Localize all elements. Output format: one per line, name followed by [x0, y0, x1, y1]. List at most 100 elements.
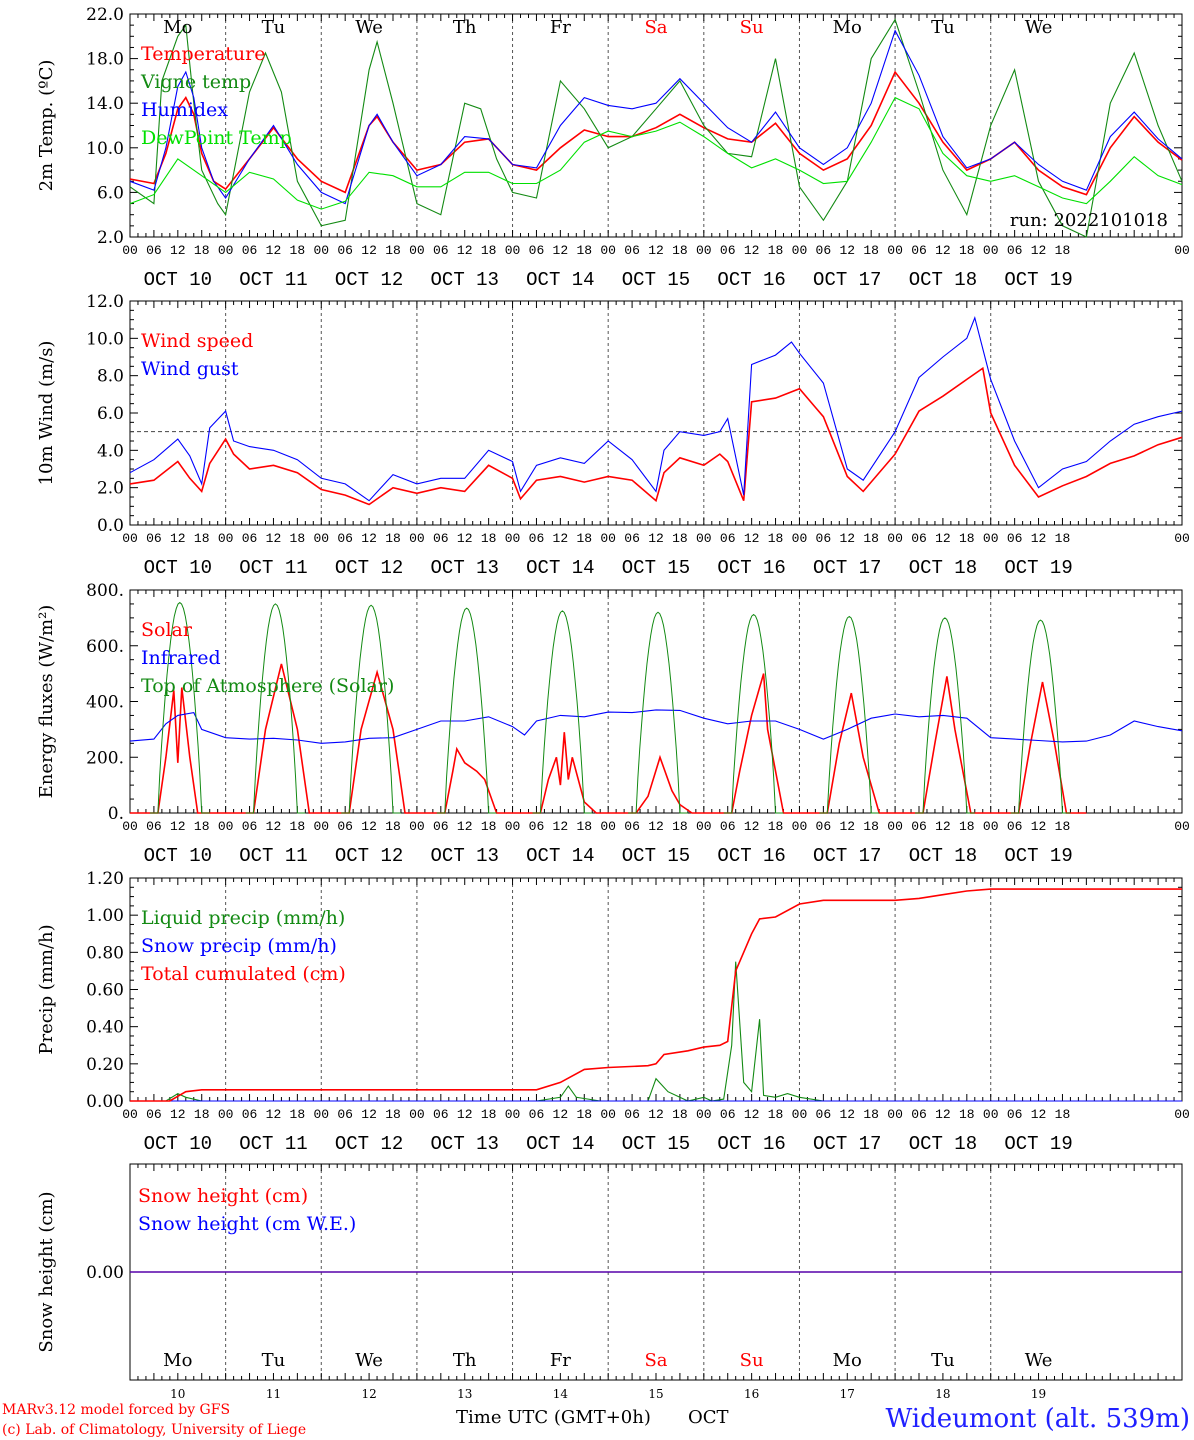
x-hour-label: 18 [672, 819, 688, 834]
x-hour-label: 00 [887, 1107, 903, 1122]
x-hour-label: 18 [672, 531, 688, 546]
y-tick-label: 0.40 [86, 1018, 124, 1038]
x-hour-label: 12 [361, 531, 377, 546]
weekday-label: Th [453, 1350, 477, 1371]
x-hour-label: 00 [409, 819, 425, 834]
legend-entry: Liquid precip (mm/h) [141, 907, 345, 929]
x-hour-label: 18 [481, 819, 497, 834]
x-hour-label: 06 [433, 819, 449, 834]
x-date-label: OCT 11 [239, 557, 307, 579]
legend-entry: Solar [141, 619, 193, 641]
legend-entry: Infrared [141, 647, 221, 669]
x-hour-label: 12 [553, 531, 569, 546]
x-hour-label: 06 [337, 243, 353, 258]
x-hour-label: 00 [696, 1107, 712, 1122]
x-day-number: 17 [840, 1387, 855, 1401]
x-hour-label: 06 [720, 1107, 736, 1122]
x-hour-label: 18 [959, 531, 975, 546]
weekday-label: Mo [833, 17, 862, 38]
x-hour-label: 12 [361, 1107, 377, 1122]
x-hour-label: 12 [935, 819, 951, 834]
x-hour-label: 00 [600, 243, 616, 258]
weekday-label: Sa [644, 1350, 667, 1371]
x-hour-label: 00 [600, 531, 616, 546]
x-hour-label: 18 [385, 243, 401, 258]
x-hour-label: 00 [218, 819, 234, 834]
weekday-label: Su [740, 1350, 764, 1371]
x-hour-label: 12 [266, 819, 282, 834]
x-hour-label: 06 [720, 531, 736, 546]
x-hour-label: 06 [146, 819, 162, 834]
weekday-label: We [1025, 1350, 1053, 1371]
x-hour-label: 18 [1055, 243, 1071, 258]
x-hour-label: 06 [624, 531, 640, 546]
x-hour-label: 00 [313, 531, 329, 546]
y-tick-label: 0.60 [86, 981, 124, 1001]
weekday-label: Tu [931, 17, 955, 38]
x-day-number: 15 [648, 1387, 663, 1401]
y-axis-title: 2m Temp. (ºC) [36, 60, 57, 192]
x-hour-label: 06 [337, 819, 353, 834]
panels: 2.0 6.0 10.0 14.0 18.0 22.0 2m Temp. (ºC) Tempe… [36, 5, 1190, 1401]
x-hour-label: 12 [839, 531, 855, 546]
legend-entry: Humidex [141, 99, 228, 121]
x-hour-label: 12 [170, 531, 186, 546]
x-hour-label: 18 [863, 531, 879, 546]
x-hour-label: 00 [505, 1107, 521, 1122]
x-date-label: OCT 18 [909, 557, 977, 579]
x-hour-label: 00 [313, 1107, 329, 1122]
y-tick-label: 0.00 [86, 1092, 124, 1112]
y-tick-label: 10.0 [86, 329, 124, 349]
x-date-label: OCT 13 [431, 269, 499, 291]
weekday-label: Mo [163, 1350, 192, 1371]
x-hour-label: 00 [696, 531, 712, 546]
x-date-label: OCT 16 [717, 557, 785, 579]
x-date-label: OCT 18 [909, 1133, 977, 1155]
x-hour-label: 12 [648, 819, 664, 834]
x-hour-label: 00 [122, 531, 138, 546]
weekday-label: We [355, 17, 383, 38]
run-label: run: 2022101018 [1010, 210, 1168, 231]
x-hour-label: 12 [744, 819, 760, 834]
x-hour-label: 12 [170, 819, 186, 834]
x-hour-label: 00 [792, 243, 808, 258]
y-tick-label: 10.0 [86, 139, 124, 159]
x-date-label: OCT 19 [1004, 557, 1072, 579]
x-hour-label: 06 [911, 819, 927, 834]
weekday-label: We [1025, 17, 1053, 38]
x-hour-label: 00 [887, 819, 903, 834]
x-hour-label: 18 [290, 243, 306, 258]
x-hour-label: 00 [122, 819, 138, 834]
series-line-wind-gust [129, 316, 1183, 502]
x-hour-label: 06 [624, 1107, 640, 1122]
x-date-label: OCT 13 [431, 845, 499, 867]
x-hour-label: 12 [648, 1107, 664, 1122]
x-date-label: OCT 12 [335, 845, 403, 867]
x-hour-label: 18 [768, 819, 784, 834]
chart-panel-4: 0.00 0.20 0.40 0.60 0.80 1.00 1.20 Precip (mm/h… [36, 869, 1190, 1155]
chart-panel-3: 0. 200. 400. 600. 800. Energy fluxes (W/m²) So… [36, 581, 1190, 867]
y-axis-title: 10m Wind (m/s) [36, 341, 57, 486]
y-tick-label: 600. [86, 637, 124, 657]
series-line-solar [130, 663, 1087, 814]
x-date-label: OCT 10 [144, 269, 212, 291]
x-hour-label: 18 [385, 1107, 401, 1122]
x-hour-label: 06 [433, 1107, 449, 1122]
x-hour-label: 00 [983, 531, 999, 546]
y-tick-label: 14.0 [86, 94, 124, 114]
weekday-label: Fr [550, 17, 571, 38]
x-hour-label: 06 [816, 531, 832, 546]
x-hour-label: 12 [457, 819, 473, 834]
x-hour-label: 00 [1174, 243, 1190, 258]
x-date-label: OCT 13 [431, 1133, 499, 1155]
x-hour-label: 06 [1007, 1107, 1023, 1122]
x-hour-label: 12 [935, 1107, 951, 1122]
x-date-label: OCT 19 [1004, 1133, 1072, 1155]
x-hour-label: 18 [959, 819, 975, 834]
x-hour-label: 06 [624, 243, 640, 258]
x-hour-label: 06 [529, 819, 545, 834]
x-hour-label: 00 [505, 531, 521, 546]
x-hour-label: 06 [242, 819, 258, 834]
x-day-number: 10 [170, 1387, 185, 1401]
